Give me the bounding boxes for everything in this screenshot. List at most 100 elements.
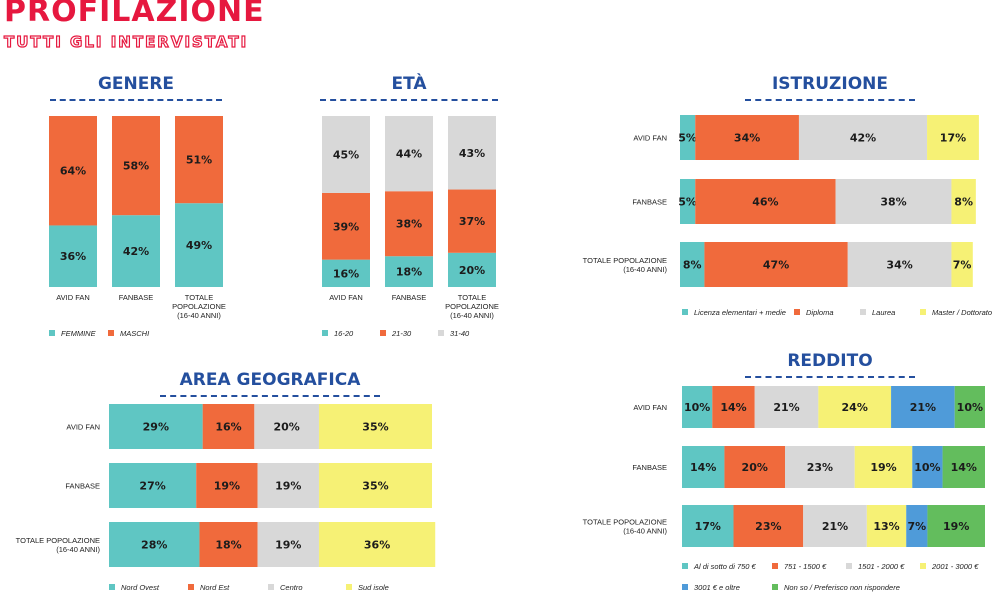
genere-data-label: 58%: [123, 160, 149, 173]
reddito-data-label: 24%: [842, 401, 868, 414]
genere-legend-swatch: [49, 330, 55, 336]
genere-category-label: TOTALE: [185, 293, 213, 302]
area-legend-swatch: [109, 584, 115, 590]
eta-category-label: TOTALE: [458, 293, 486, 302]
area-category-label: AVID FAN: [66, 423, 100, 432]
reddito-legend-swatch: [682, 563, 688, 569]
reddito-legend-label: Non so / Preferisco non rispondere: [784, 583, 900, 592]
area-data-label: 28%: [141, 539, 167, 552]
istruzione-bar-0-0: [680, 115, 696, 160]
area-legend-label: Nord Ovest: [121, 583, 160, 592]
area-legend-label: Sud isole: [358, 583, 389, 592]
area-bar-2-3: [318, 522, 436, 567]
genere-category-label: AVID FAN: [56, 293, 90, 302]
istruzione-bar-0-2: [798, 115, 928, 160]
istruzione-legend-swatch: [794, 309, 800, 315]
area-legend-swatch: [268, 584, 274, 590]
reddito-bar-1-3: [854, 446, 913, 488]
area-data-label: 27%: [139, 480, 165, 493]
reddito-bar-0-4: [891, 386, 955, 428]
area-data-label: 16%: [215, 421, 241, 434]
istruzione-data-label: 8%: [683, 259, 702, 272]
eta-category-label: POPOLAZIONE: [445, 302, 499, 311]
reddito-data-label: 10%: [684, 401, 710, 414]
reddito-bar-0-5: [954, 386, 985, 428]
istruzione-category-label: FANBASE: [632, 198, 667, 207]
istruzione-bar-2-0: [680, 242, 705, 287]
reddito-data-label: 21%: [910, 401, 936, 414]
reddito-legend-swatch: [846, 563, 852, 569]
area-data-label: 19%: [275, 480, 301, 493]
reddito-data-label: 13%: [873, 520, 899, 533]
eta-data-label: 16%: [333, 267, 359, 280]
area-legend-label: Centro: [280, 583, 303, 592]
section-title-reddito: REDDITO: [787, 351, 873, 371]
genere-legend-swatch: [108, 330, 114, 336]
reddito-category-label: AVID FAN: [633, 403, 667, 412]
eta-legend-swatch: [438, 330, 444, 336]
section-rule-reddito: [745, 376, 915, 378]
section-title-istruzione: ISTRUZIONE: [771, 74, 888, 94]
eta-data-label: 20%: [459, 264, 485, 277]
reddito-bar-1-2: [785, 446, 855, 488]
eta-data-label: 18%: [396, 266, 422, 279]
eta-bar-1-0: [385, 256, 433, 287]
area-bar-0-3: [318, 404, 432, 449]
area-bar-0-2: [254, 404, 319, 449]
istruzione-category-label: AVID FAN: [633, 134, 667, 143]
reddito-legend-label: 2001 - 3000 €: [931, 562, 979, 571]
genere-data-label: 42%: [123, 245, 149, 258]
reddito-data-label: 17%: [695, 520, 721, 533]
area-bar-2-0: [109, 522, 200, 567]
eta-data-label: 44%: [396, 148, 422, 161]
istruzione-legend-swatch: [682, 309, 688, 315]
eta-category-label: AVID FAN: [329, 293, 363, 302]
area-bar-0-0: [109, 404, 203, 449]
istruzione-data-label: 7%: [953, 259, 972, 272]
genere-bar-1-0: [112, 215, 160, 287]
eta-bar-2-0: [448, 252, 496, 287]
reddito-legend-label: 3001 € e oltre: [694, 583, 740, 592]
reddito-bar-0-3: [818, 386, 892, 428]
area-data-label: 35%: [362, 480, 388, 493]
reddito-category-label: FANBASE: [632, 463, 667, 472]
istruzione-legend-swatch: [920, 309, 926, 315]
istruzione-category-label: (16-40 ANNI): [623, 265, 667, 274]
reddito-legend-swatch: [920, 563, 926, 569]
genere-category-label: FANBASE: [119, 293, 154, 302]
istruzione-data-label: 47%: [763, 259, 789, 272]
area-legend-swatch: [346, 584, 352, 590]
eta-bar-1-2: [385, 116, 433, 192]
reddito-bar-2-3: [866, 505, 907, 547]
reddito-data-label: 21%: [822, 520, 848, 533]
page-title: PROFILAZIONE: [4, 0, 265, 29]
istruzione-bar-0-3: [927, 115, 979, 160]
eta-data-label: 37%: [459, 215, 485, 228]
istruzione-data-label: 34%: [734, 132, 760, 145]
reddito-data-label: 20%: [742, 461, 768, 474]
area-legend-swatch: [188, 584, 194, 590]
area-data-label: 18%: [215, 539, 241, 552]
reddito-data-label: 14%: [720, 401, 746, 414]
area-data-label: 19%: [275, 539, 301, 552]
istruzione-data-label: 46%: [752, 196, 778, 209]
eta-category-label: FANBASE: [392, 293, 427, 302]
istruzione-data-label: 8%: [954, 196, 973, 209]
reddito-data-label: 10%: [914, 461, 940, 474]
istruzione-data-label: 5%: [678, 132, 697, 145]
genere-bar-1-1: [112, 116, 160, 216]
area-data-label: 19%: [214, 480, 240, 493]
reddito-bar-2-4: [906, 505, 928, 547]
reddito-data-label: 7%: [907, 520, 926, 533]
istruzione-legend-label: Licenza elementari + medie: [694, 308, 786, 317]
eta-bar-0-0: [322, 259, 370, 287]
reddito-bar-1-1: [724, 446, 786, 488]
area-bar-0-1: [202, 404, 255, 449]
istruzione-data-label: 17%: [940, 132, 966, 145]
area-data-label: 35%: [362, 421, 388, 434]
reddito-data-label: 19%: [943, 520, 969, 533]
area-bar-2-1: [199, 522, 258, 567]
area-category-label: TOTALE POPOLAZIONE: [16, 536, 100, 545]
section-rule-area: [160, 395, 380, 397]
istruzione-data-label: 5%: [678, 196, 697, 209]
